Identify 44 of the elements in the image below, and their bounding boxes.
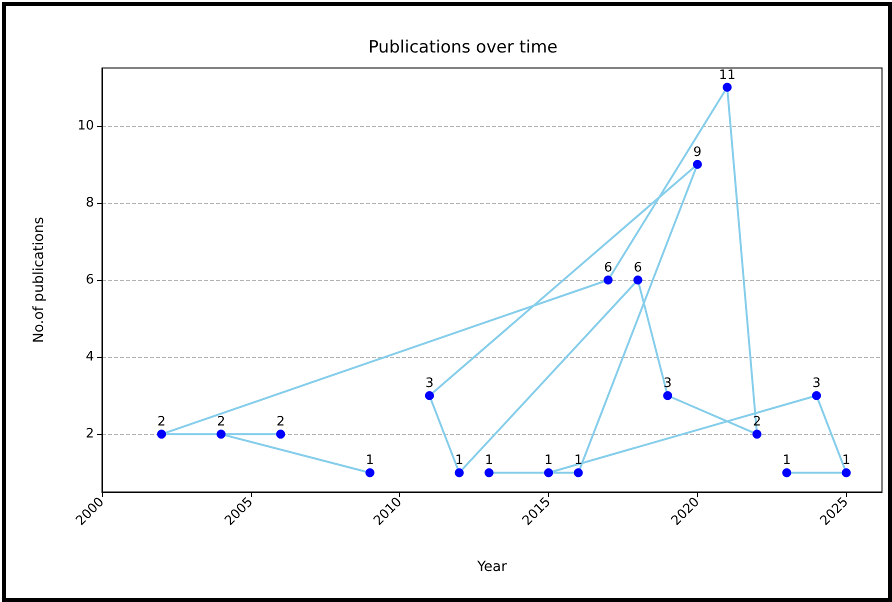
data-label: 1: [484, 453, 494, 468]
point: [365, 468, 374, 478]
point: [633, 276, 642, 284]
x-axis-title: Year: [476, 559, 508, 575]
point: [663, 391, 672, 400]
y-tick-label: 10: [77, 118, 94, 134]
data-label: 1: [782, 453, 791, 468]
point: [692, 160, 702, 169]
data-label: 1: [455, 453, 464, 468]
point: [544, 468, 554, 478]
y-tick-label: 2: [86, 426, 94, 442]
data-label: 1: [842, 453, 850, 468]
data-label: 3: [664, 376, 672, 392]
data-label: 3: [425, 376, 434, 392]
point: [424, 391, 434, 400]
data-label: 2: [157, 414, 166, 430]
point: [782, 468, 792, 478]
data-label: 1: [366, 453, 374, 468]
data-label: 2: [216, 414, 226, 430]
y-tick-label: 6: [86, 272, 94, 288]
point: [157, 430, 166, 439]
data-label: 2: [752, 414, 762, 430]
point: [574, 468, 583, 478]
point: [812, 391, 822, 400]
data-label: 9: [693, 144, 702, 160]
point: [454, 468, 464, 478]
data-label: 1: [544, 453, 553, 468]
data-label: 11: [718, 68, 736, 83]
point: [216, 430, 226, 439]
y-tick-label: 8: [86, 195, 94, 210]
point: [722, 82, 732, 92]
data-label: 6: [634, 260, 642, 276]
point: [752, 430, 762, 439]
point: [276, 430, 286, 439]
point: [604, 276, 613, 284]
data-label: 2: [276, 414, 285, 430]
y-tick-label: 4: [86, 350, 94, 365]
point: [484, 468, 494, 478]
chart-title: Publications over time: [368, 38, 558, 58]
data-label: 3: [812, 376, 821, 392]
data-label: 6: [604, 260, 612, 276]
y-axis-title: No.of publications: [31, 217, 47, 343]
data-label: 1: [574, 453, 582, 468]
point: [842, 468, 851, 478]
